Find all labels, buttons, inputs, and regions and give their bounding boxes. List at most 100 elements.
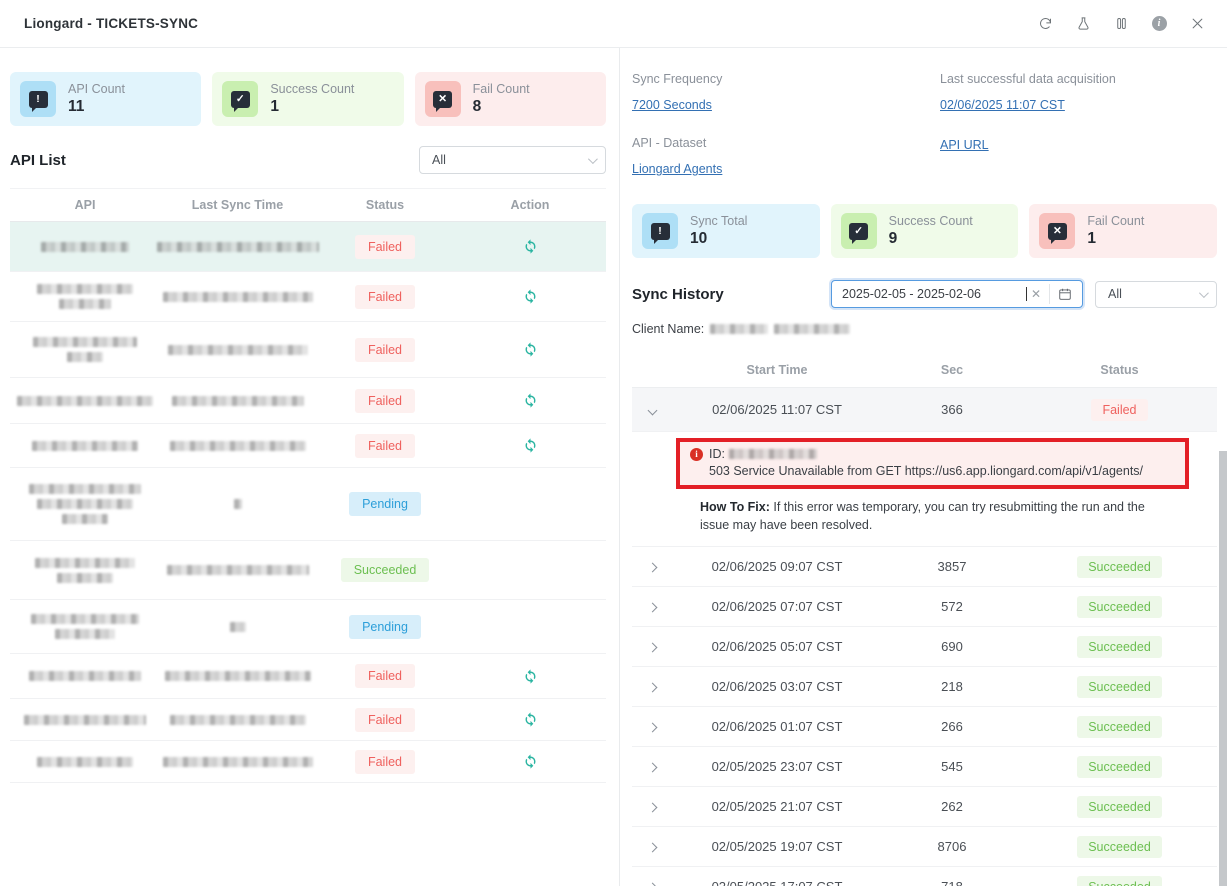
api-table-row[interactable]: Failed: [10, 424, 606, 468]
col-last-sync-time: Last Sync Time: [191, 198, 284, 212]
history-row[interactable]: 02/05/2025 19:07 CST 8706 Succeeded: [632, 827, 1217, 868]
api-table-row[interactable]: Failed: [10, 272, 606, 322]
api-table-row[interactable]: Pending: [10, 468, 606, 541]
calendar-icon[interactable]: [1049, 284, 1074, 304]
history-start-time: 02/06/2025 01:07 CST: [711, 719, 843, 735]
chevron-right-icon[interactable]: [649, 678, 656, 696]
api-table-header: API Last Sync Time Status Action: [10, 188, 606, 222]
history-sec: 262: [941, 799, 963, 815]
history-row[interactable]: 02/06/2025 11:07 CST 366 Failed: [632, 388, 1217, 432]
history-row[interactable]: 02/06/2025 07:07 CST 572 Succeeded: [632, 587, 1217, 628]
chevron-right-icon[interactable]: [649, 838, 656, 856]
pause-icon[interactable]: [1113, 16, 1129, 32]
date-range-value: 2025-02-05 - 2025-02-06: [842, 287, 981, 301]
api-table-row[interactable]: Failed: [10, 322, 606, 378]
resync-icon[interactable]: [522, 711, 539, 728]
api-name-redacted: [10, 756, 160, 767]
resync-icon[interactable]: [522, 288, 539, 305]
refresh-icon[interactable]: [1037, 16, 1053, 32]
redacted-text: [29, 671, 141, 681]
stat-value: 9: [888, 230, 898, 247]
status-badge: Succeeded: [1077, 875, 1162, 886]
status-badge: Succeeded: [1077, 715, 1162, 738]
date-range-input[interactable]: 2025-02-05 - 2025-02-06 ✕: [831, 280, 1083, 308]
api-table-row[interactable]: Pending: [10, 600, 606, 654]
resync-icon[interactable]: [522, 753, 539, 770]
meta-link-7200-seconds[interactable]: 7200 Seconds: [632, 98, 712, 112]
status-cell: Failed: [315, 234, 455, 259]
last-sync-time-redacted: [160, 621, 315, 632]
chevron-right-icon[interactable]: [649, 598, 656, 616]
chevron-right-icon[interactable]: [649, 638, 656, 656]
info-icon[interactable]: i: [1151, 16, 1167, 32]
meta-link-liongard-agents[interactable]: Liongard Agents: [632, 162, 723, 176]
chevron-right-icon[interactable]: [649, 878, 656, 886]
close-icon[interactable]: [1189, 16, 1205, 32]
redacted-text: [229, 621, 246, 632]
meta-label: Last successful data acquisition: [940, 72, 1116, 86]
resync-icon[interactable]: [522, 668, 539, 685]
resync-icon[interactable]: [522, 437, 539, 454]
last-sync-time-redacted: [160, 440, 315, 451]
api-table-row[interactable]: Failed: [10, 654, 606, 699]
history-start-time: 02/05/2025 19:07 CST: [711, 839, 843, 855]
api-table-row[interactable]: Failed: [10, 378, 606, 424]
resync-icon[interactable]: [522, 341, 539, 358]
history-sec: 690: [941, 639, 963, 655]
col-api: API: [74, 198, 96, 212]
meta-field: API - Dataset Liongard Agents: [632, 136, 940, 178]
api-status-filter-select[interactable]: All: [419, 146, 606, 174]
history-start-time: 02/05/2025 23:07 CST: [711, 759, 843, 775]
redacted-text: [37, 284, 133, 294]
meta-link-api-url[interactable]: API URL: [940, 138, 989, 152]
history-row[interactable]: 02/05/2025 17:07 CST718 Succeeded: [632, 867, 1217, 886]
redacted-text: [24, 714, 146, 725]
resync-icon[interactable]: [522, 238, 539, 255]
redacted-text: [33, 337, 137, 347]
history-start-time: 02/06/2025 11:07 CST: [712, 402, 842, 417]
resync-icon[interactable]: [522, 392, 539, 409]
action-cell: [455, 392, 605, 409]
history-table-header: Start Time Sec Status: [632, 352, 1217, 388]
client-name-redacted: [774, 324, 851, 334]
redacted-text: [41, 241, 129, 252]
history-status-cell: Succeeded: [1022, 555, 1217, 578]
status-cell: Failed: [315, 707, 455, 732]
chevron-right-icon[interactable]: [649, 798, 656, 816]
redacted-text: [169, 714, 306, 725]
stat-card-fail-count: ✕ Fail Count 8: [414, 72, 606, 126]
flask-icon[interactable]: [1075, 16, 1091, 32]
history-row[interactable]: 02/06/2025 05:07 CST 690 Succeeded: [632, 627, 1217, 668]
stat-label: Fail Count: [1087, 214, 1145, 228]
status-cell: Pending: [315, 614, 455, 639]
vertical-scrollbar[interactable]: [1219, 451, 1227, 886]
history-row[interactable]: 02/05/2025 23:07 CST 545 Succeeded: [632, 747, 1217, 788]
status-badge: Failed: [1091, 398, 1148, 421]
api-table-row[interactable]: Failed: [10, 699, 606, 741]
history-row[interactable]: 02/06/2025 09:07 CST 3857 Succeeded: [632, 547, 1217, 588]
stat-card-fail-count: ✕ Fail Count 1: [1029, 204, 1218, 258]
client-name-redacted: [710, 324, 769, 334]
history-status-filter-value: All: [1108, 287, 1122, 301]
history-start-time: 02/06/2025 03:07 CST: [711, 679, 843, 695]
history-row[interactable]: 02/06/2025 03:07 CST 218 Succeeded: [632, 667, 1217, 708]
chevron-right-icon[interactable]: [649, 558, 656, 576]
api-table-row[interactable]: Succeeded: [10, 541, 606, 600]
last-sync-time-redacted: [156, 241, 319, 252]
redacted-text: [162, 756, 313, 767]
chevron-right-icon[interactable]: [649, 758, 656, 776]
clear-date-icon[interactable]: ✕: [1030, 287, 1041, 301]
chevron-down-icon[interactable]: [649, 401, 656, 419]
history-row[interactable]: 02/05/2025 21:07 CST 262 Succeeded: [632, 787, 1217, 828]
history-row[interactable]: 02/06/2025 01:07 CST 266 Succeeded: [632, 707, 1217, 748]
history-status-filter-select[interactable]: All: [1095, 280, 1217, 308]
meta-link-02-06-2025-11-07-cst[interactable]: 02/06/2025 11:07 CST: [940, 98, 1065, 112]
history-start-time: 02/06/2025 05:07 CST: [711, 639, 843, 655]
api-table-row[interactable]: Failed: [10, 741, 606, 783]
api-name-redacted: [10, 395, 160, 406]
meta-field: API URL: [940, 136, 1217, 178]
history-sec: 8706: [937, 839, 967, 855]
status-badge: Failed: [354, 707, 416, 732]
chevron-right-icon[interactable]: [649, 718, 656, 736]
api-table-row[interactable]: Failed: [10, 222, 606, 272]
